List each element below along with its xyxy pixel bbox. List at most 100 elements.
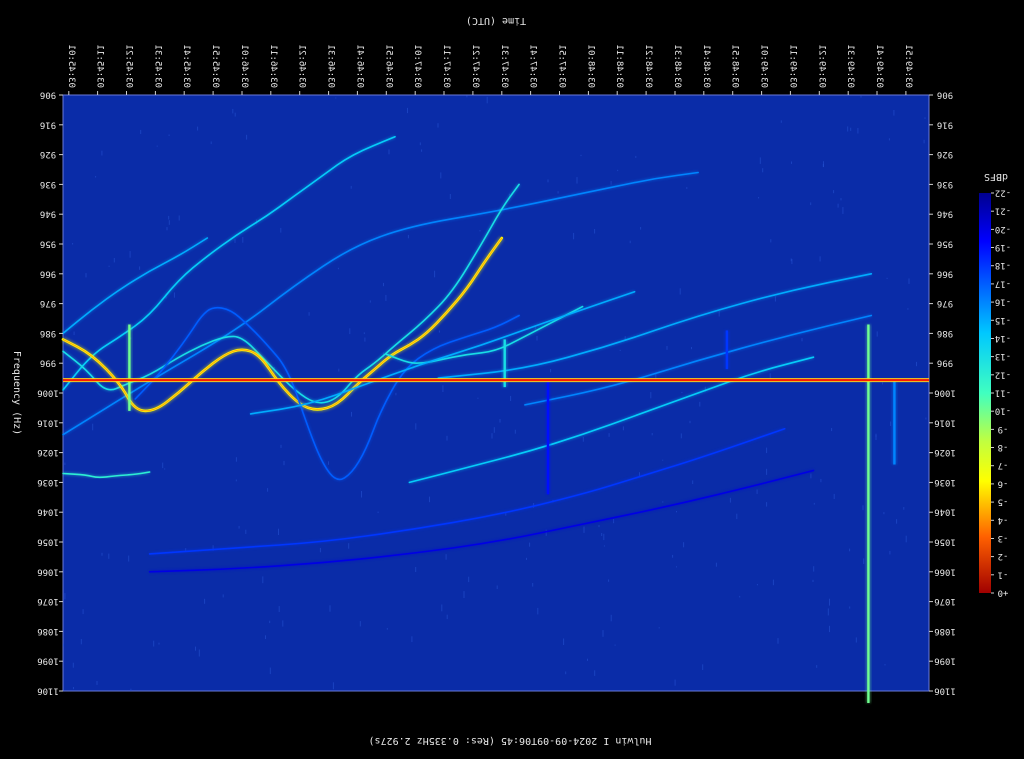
noise-speck xyxy=(791,259,793,265)
noise-speck xyxy=(780,120,782,123)
signal-traces xyxy=(61,135,873,574)
noise-speck xyxy=(212,545,214,551)
noise-speck xyxy=(831,428,833,432)
noise-speck xyxy=(235,479,237,482)
noise-speck xyxy=(496,585,498,589)
chart-caption: Hulwin I 2024-09-09T06:45 (Res: 0.335Hz … xyxy=(369,735,652,746)
noise-speck xyxy=(829,598,830,606)
noise-speck xyxy=(505,512,507,516)
noise-speck xyxy=(594,229,596,234)
freq-tick-label-left: 996 xyxy=(40,358,56,368)
noise-speck xyxy=(769,373,771,380)
noise-speck xyxy=(197,126,199,131)
noise-speck xyxy=(766,468,768,475)
noise-speck xyxy=(491,433,493,439)
burst-marks xyxy=(126,324,897,703)
noise-speck xyxy=(882,382,883,385)
time-tick-label: 03:49:21 xyxy=(816,45,826,88)
noise-speck xyxy=(896,519,898,524)
noise-speck xyxy=(328,461,329,465)
noise-speck xyxy=(889,550,891,555)
noise-speck xyxy=(676,511,677,513)
colorbar-tick-label: -1 xyxy=(998,569,1009,579)
colorbar-tick-label: -22 xyxy=(995,188,1011,198)
time-tick-label: 03:48:31 xyxy=(672,45,682,88)
time-tick-label: 03:47:11 xyxy=(441,45,451,88)
noise-speck xyxy=(419,142,421,146)
noise-speck xyxy=(198,649,200,657)
time-tick-label: 03:45:11 xyxy=(95,45,105,88)
time-tick-label: 03:49:51 xyxy=(903,45,913,88)
time-tick-label: 03:49:11 xyxy=(787,45,797,88)
noise-speck xyxy=(676,566,677,568)
noise-speck xyxy=(63,643,64,647)
noise-speck xyxy=(924,117,926,119)
noise-speck xyxy=(640,227,642,230)
carrier-line xyxy=(63,378,929,383)
noise-speck xyxy=(840,198,842,201)
noise-speck xyxy=(729,497,731,503)
noise-speck xyxy=(683,542,685,548)
noise-speck xyxy=(813,566,815,572)
noise-speck xyxy=(529,542,531,547)
noise-speck xyxy=(386,628,388,630)
burst-mark xyxy=(867,324,870,703)
colorbar-tick-label: -15 xyxy=(995,315,1011,325)
noise-speck xyxy=(113,258,115,263)
chart-title: Time (UTC) xyxy=(466,15,526,26)
noise-speck xyxy=(617,169,619,172)
noise-speck xyxy=(222,594,224,598)
noise-speck xyxy=(534,325,536,330)
freq-tick-label-right: 1086 xyxy=(934,626,956,636)
freq-tick-label-left: 1046 xyxy=(37,507,59,517)
noise-speck xyxy=(337,267,339,270)
signal-trace xyxy=(62,135,396,391)
noise-speck xyxy=(445,554,447,560)
noise-speck xyxy=(619,349,621,351)
noise-speck xyxy=(801,338,803,342)
noise-speck xyxy=(262,576,264,584)
noise-speck xyxy=(686,187,688,189)
noise-speck xyxy=(759,157,761,164)
noise-speck xyxy=(536,335,538,341)
colorbar-tick-label: +0 xyxy=(998,588,1009,598)
signal-trace xyxy=(408,356,815,484)
noise-speck xyxy=(756,584,758,586)
noise-speck xyxy=(440,172,442,179)
noise-speck xyxy=(614,644,616,646)
noise-speck xyxy=(442,385,444,392)
colorbar-tick-label: -13 xyxy=(995,351,1011,361)
freq-tick-label-left: 1016 xyxy=(37,417,59,427)
noise-speck xyxy=(158,642,160,645)
noise-speck xyxy=(563,638,565,645)
noise-speck xyxy=(101,150,103,156)
burst-mark xyxy=(546,381,550,495)
noise-speck xyxy=(651,433,653,436)
freq-tick-label-right: 986 xyxy=(937,328,953,338)
noise-speck xyxy=(916,361,917,367)
noise-speck xyxy=(629,240,631,244)
noise-speck xyxy=(64,593,66,600)
noise-speck xyxy=(185,548,187,551)
colorbar-tick-label: -3 xyxy=(998,533,1009,543)
noise-speck xyxy=(441,604,443,612)
noise-speck xyxy=(679,288,681,295)
colorbar-gradient xyxy=(979,193,991,593)
time-tick-label: 03:49:01 xyxy=(759,45,769,88)
noise-speck xyxy=(80,639,82,645)
colorbar-tick-label: -14 xyxy=(995,333,1011,343)
freq-tick-label-right: 936 xyxy=(937,179,953,189)
freq-tick-label-right: 1046 xyxy=(934,507,956,517)
colorbar-tick-label: -10 xyxy=(995,406,1011,416)
freq-tick-label-left: 966 xyxy=(40,268,56,278)
noise-speck xyxy=(790,258,792,262)
noise-speck xyxy=(884,664,886,666)
noise-speck xyxy=(849,606,851,609)
noise-speck xyxy=(907,308,909,310)
time-tick-label: 03:48:21 xyxy=(643,45,653,88)
time-tick-label: 03:45:51 xyxy=(210,45,220,88)
noise-speck xyxy=(587,658,588,661)
noise-speck xyxy=(510,395,512,401)
noise-speck xyxy=(242,236,244,243)
noise-speck xyxy=(791,161,792,164)
